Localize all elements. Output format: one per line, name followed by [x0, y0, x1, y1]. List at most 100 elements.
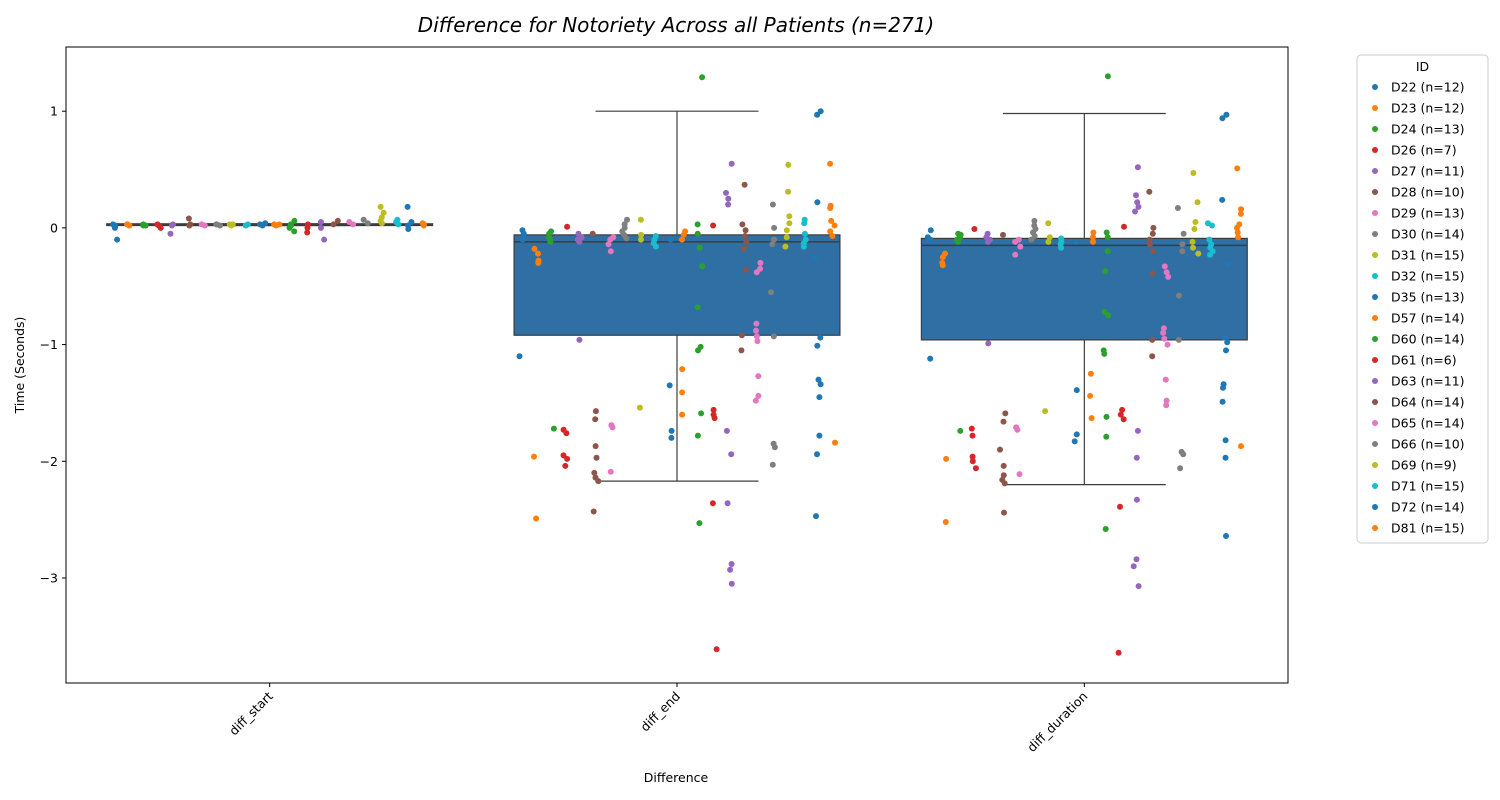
data-point	[801, 230, 808, 237]
data-point	[785, 188, 792, 195]
data-point	[229, 221, 236, 228]
data-point	[1058, 244, 1065, 251]
legend-label: D60 (n=14)	[1391, 332, 1465, 347]
data-point	[1135, 203, 1142, 210]
data-point	[695, 347, 701, 354]
data-point	[112, 222, 119, 229]
data-point	[1000, 462, 1007, 469]
data-point	[679, 411, 686, 418]
legend-label: D22 (n=12)	[1391, 80, 1465, 95]
data-point	[1209, 222, 1215, 229]
data-point	[710, 222, 717, 229]
data-point	[1115, 649, 1122, 656]
data-point	[816, 394, 823, 401]
data-point	[1071, 438, 1078, 445]
y-tick-label: −2	[40, 454, 58, 469]
series-D24	[140, 221, 964, 434]
data-point	[1090, 234, 1096, 241]
data-point	[1073, 431, 1080, 438]
data-point	[771, 224, 778, 231]
data-point	[576, 336, 583, 343]
data-point	[1223, 347, 1229, 354]
data-point	[1162, 376, 1169, 383]
data-point	[831, 222, 838, 229]
data-point	[1103, 413, 1110, 420]
data-point	[666, 382, 673, 389]
data-point	[1102, 526, 1109, 532]
data-point	[1150, 224, 1157, 231]
data-point	[828, 217, 835, 224]
data-point	[1133, 496, 1140, 503]
data-point	[1150, 248, 1157, 255]
data-point	[607, 468, 614, 475]
data-point	[404, 203, 411, 210]
data-point	[1237, 210, 1244, 217]
data-point	[740, 245, 747, 252]
data-point	[533, 515, 540, 522]
data-point	[1121, 223, 1127, 230]
data-point	[984, 238, 991, 245]
series-D26	[154, 221, 979, 472]
data-point	[516, 353, 523, 360]
data-point	[942, 519, 949, 525]
data-point	[827, 205, 834, 211]
legend-label: D30 (n=14)	[1391, 227, 1465, 242]
data-point	[1160, 325, 1167, 332]
data-point	[939, 254, 946, 261]
chart-title: Difference for Notoriety Across all Pati…	[418, 13, 934, 37]
data-point	[1117, 411, 1124, 418]
legend-marker	[1372, 525, 1378, 531]
data-point	[1235, 234, 1242, 241]
data-point	[304, 224, 311, 231]
data-point	[769, 241, 776, 248]
data-point	[1101, 350, 1108, 357]
data-point	[1133, 556, 1140, 563]
data-point	[1014, 426, 1021, 433]
data-point	[1223, 111, 1230, 118]
data-point	[1130, 563, 1137, 570]
data-point	[1134, 427, 1141, 434]
y-tick-label: −1	[40, 337, 58, 352]
data-point	[1045, 220, 1052, 227]
legend-label: D26 (n=7)	[1391, 143, 1457, 158]
y-axis-label: Time (Seconds)	[12, 317, 27, 415]
box-diff_end	[513, 110, 841, 482]
data-point	[591, 469, 598, 476]
series-D22	[110, 221, 934, 362]
data-point	[550, 425, 557, 432]
data-point	[1160, 329, 1167, 336]
legend-label: D35 (n=13)	[1391, 290, 1465, 305]
data-point	[1120, 416, 1127, 423]
data-point	[680, 231, 687, 238]
data-point	[607, 236, 614, 243]
data-point	[755, 392, 762, 399]
data-point	[1176, 292, 1182, 299]
data-point	[576, 238, 583, 245]
series-D71	[393, 216, 1216, 258]
data-point	[1133, 192, 1139, 199]
data-point	[786, 220, 793, 227]
data-point	[185, 215, 192, 222]
data-point	[1149, 270, 1156, 277]
data-point	[817, 381, 824, 388]
data-point	[607, 248, 614, 255]
data-point	[770, 333, 777, 340]
data-point	[783, 234, 790, 241]
series-D31	[226, 216, 1053, 415]
data-point	[1191, 226, 1198, 232]
data-point	[1234, 229, 1241, 236]
data-point	[1219, 115, 1226, 122]
legend-marker	[1372, 189, 1378, 195]
data-point	[694, 432, 701, 439]
data-point	[1189, 238, 1196, 245]
legend-label: D29 (n=13)	[1391, 206, 1465, 221]
data-point	[592, 416, 599, 423]
data-point	[564, 455, 571, 462]
data-point	[589, 230, 596, 237]
legend-marker	[1372, 378, 1378, 384]
data-point	[1219, 398, 1226, 405]
data-point	[753, 320, 760, 327]
data-point	[694, 221, 701, 228]
y-tick-label: 0	[50, 220, 58, 235]
data-point	[167, 230, 174, 237]
